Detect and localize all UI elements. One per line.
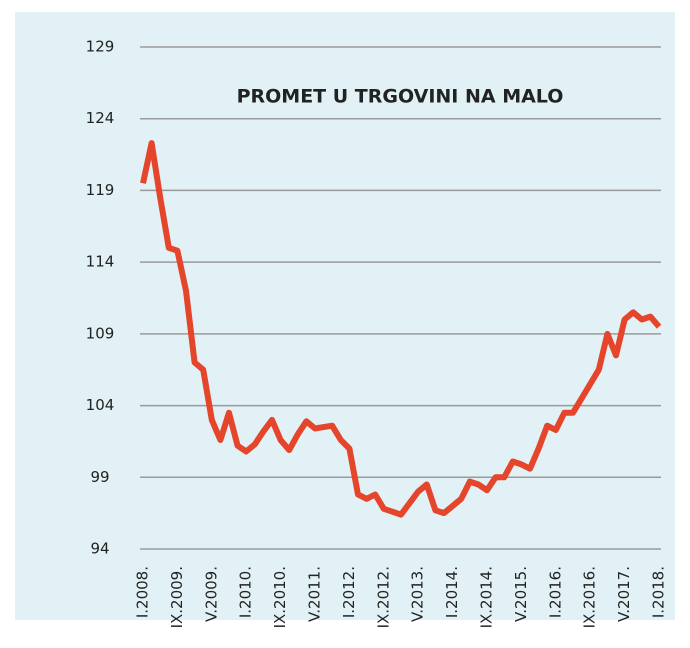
y-tick-label: 109	[86, 324, 115, 342]
x-tick-label: I.2012.	[340, 566, 358, 618]
x-tick-label: I.2014.	[443, 566, 461, 618]
chart-title: PROMET U TRGOVINI NA MALO	[237, 86, 564, 108]
x-tick-label: V.2011.	[306, 566, 324, 622]
y-tick-label: 114	[86, 253, 115, 271]
x-tick-label: IX.2009.	[168, 566, 186, 628]
y-tick-label: 119	[86, 181, 115, 199]
x-tick-label: V.2015.	[512, 566, 530, 622]
x-tick-label: V.2017.	[615, 566, 633, 622]
data-line	[140, 140, 662, 518]
x-tick-label: I.2016.	[546, 566, 564, 618]
y-tick-label: 104	[86, 396, 115, 414]
x-tick-label: IX.2012.	[374, 566, 392, 628]
y-tick-label: 99	[90, 468, 109, 486]
x-tick-label: V.2013.	[409, 566, 427, 622]
y-tick-label: 129	[86, 38, 115, 56]
x-tick-label: IX.2014.	[478, 566, 496, 628]
x-tick-label: IX.2010.	[271, 566, 289, 628]
panel	[15, 12, 675, 620]
x-tick-label: I.2018.	[650, 566, 668, 618]
x-tick-label: I.2010.	[237, 566, 255, 618]
y-tick-label: 124	[86, 109, 115, 127]
y-tick-label: 94	[90, 540, 109, 558]
x-tick-label: IX.2016.	[581, 566, 599, 628]
x-tick-label: I.2008.	[134, 566, 152, 618]
x-tick-label: V.2009.	[202, 566, 220, 622]
